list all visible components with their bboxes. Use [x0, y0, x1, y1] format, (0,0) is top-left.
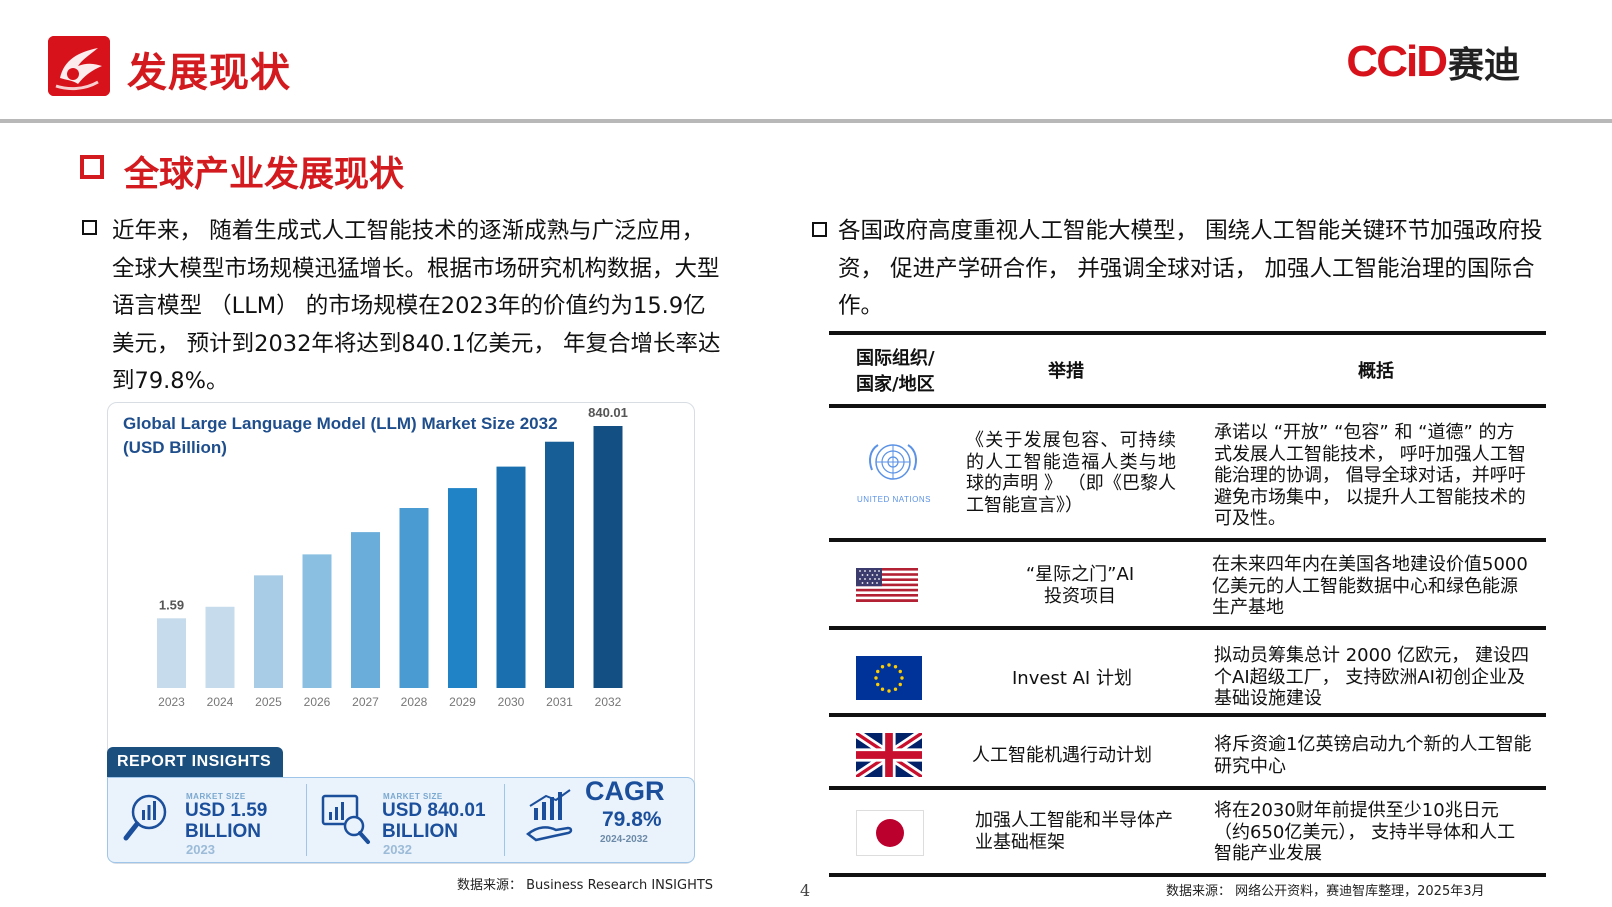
brand-chinese: 赛迪 — [1447, 45, 1520, 86]
insights-divider — [306, 784, 307, 856]
market-size-2032-line1: USD 840.01 — [382, 800, 486, 821]
bar-2032 — [593, 426, 623, 688]
table-cell-measure: 《关于发展包容、可持续的人工智能造福人类与地球的声明 》 （即《巴黎人工智能宣言… — [966, 430, 1176, 516]
table-cell-summary: 在未来四年内在美国各地建设价值5000亿美元的人工智能数据中心和绿色能源生产基地 — [1212, 554, 1528, 618]
us-flag-icon — [856, 568, 918, 602]
table-cell-summary: 拟动员筹集总计 2000 亿欧元， 建设四个AI超级工厂， 支持欧洲AI初创企业… — [1214, 645, 1529, 709]
bar-2023 — [157, 618, 186, 688]
table-cell-measure: 加强人工智能和半导体产业基础框架 — [975, 810, 1173, 853]
table-header-rule — [829, 404, 1546, 408]
x-tick-label: 2024 — [207, 695, 234, 709]
cagr-years: 2024-2032 — [600, 834, 648, 845]
x-tick-label: 2030 — [498, 695, 525, 709]
x-tick-label: 2029 — [449, 695, 476, 709]
x-tick-label: 2028 — [401, 695, 428, 709]
bar-2030 — [496, 466, 526, 688]
x-tick-label: 2031 — [546, 695, 573, 709]
table-row-rule — [829, 713, 1546, 717]
bullet-square-icon — [82, 220, 97, 235]
table-cell-measure: “星际之门”AI 投资项目 — [1025, 564, 1135, 607]
chart-source-note: 数据来源： Business Research INSIGHTS — [457, 878, 714, 893]
market-size-2032-value: USD 840.01 BILLION — [382, 779, 486, 842]
x-tick-label: 2032 — [595, 695, 622, 709]
table-row-rule — [829, 786, 1546, 790]
table-row-rule — [829, 626, 1546, 630]
monitor-analytics-icon — [321, 794, 370, 844]
page-number: 4 — [800, 881, 811, 900]
market-size-2032-year: 2032 — [383, 842, 412, 857]
market-size-label: MARKET SIZE — [186, 792, 246, 801]
section-square-icon — [80, 155, 104, 179]
un-caption: UNITED NATIONS — [857, 495, 931, 504]
cagr-label: CAGR — [585, 776, 665, 806]
un-emblem-icon — [869, 444, 917, 480]
table-cell-summary: 将斥资逾1亿英镑启动九个新的人工智能研究中心 — [1214, 734, 1532, 777]
insights-divider — [504, 784, 505, 856]
table-cell-summary: 承诺以 “开放” “包容” 和 “道德” 的方式发展人工智能技术， 呼吁加强人工… — [1214, 422, 1526, 529]
table-bottom-rule — [829, 873, 1546, 877]
japan-flag-icon — [856, 810, 924, 856]
table-cell-measure: Invest AI 计划 — [1012, 668, 1132, 689]
bar-2026 — [302, 554, 332, 688]
market-size-2023-line2: BILLION — [185, 821, 261, 842]
chart-title: Global Large Language Model (LLM) Market… — [123, 414, 558, 457]
market-size-2032-line2: BILLION — [382, 821, 458, 842]
page-header-title: 发展现状 — [127, 50, 291, 96]
report-insights-tag: REPORT INSIGHTS — [107, 747, 283, 777]
table-header-measure: 举措 — [1048, 361, 1084, 382]
logo — [48, 36, 110, 96]
bar-2031 — [545, 441, 574, 688]
table-source-note: 数据来源： 网络公开资料，赛迪智库整理，2025年3月 — [1166, 884, 1485, 899]
x-tick-label: 2027 — [352, 695, 379, 709]
table-cell-summary: 将在2030财年前提供至少10兆日元（约650亿美元）， 支持半导体和人工智能产… — [1214, 800, 1516, 864]
report-insights-panel: MARKET SIZE USD 1.59 BILLION 2023 MARKET… — [107, 776, 695, 863]
right-bullet-text: 各国政府高度重视人工智能大模型， 围绕人工智能关键环节加强政府投资， 促进产学研… — [838, 218, 1543, 319]
data-label: 1.59 — [159, 597, 184, 612]
bar-2029 — [448, 488, 477, 688]
x-tick-label: 2023 — [158, 695, 185, 709]
table-top-rule — [829, 331, 1546, 335]
data-label: 840.01 — [588, 405, 628, 420]
market-size-2023-value: USD 1.59 BILLION — [185, 779, 267, 842]
bar-2025 — [254, 575, 283, 688]
market-chart-icon — [123, 794, 167, 841]
table-cell-measure: 人工智能机遇行动计划 — [972, 745, 1152, 766]
eu-flag-icon — [856, 656, 922, 700]
bar-chart: 2023 1.59 2024 2025 2026 2027 2028 2029 2030 2031… — [157, 405, 628, 709]
cagr-value: 79.8% — [602, 808, 662, 831]
brand-latin: CCiD — [1346, 37, 1448, 86]
bullet-square-icon — [812, 222, 827, 237]
bar-2028 — [399, 508, 429, 688]
header-divider — [0, 119, 1612, 123]
uk-flag-icon — [856, 733, 922, 777]
phoenix-logo-icon — [48, 36, 110, 96]
market-size-2023-year: 2023 — [186, 842, 215, 857]
market-size-2023-line1: USD 1.59 — [185, 800, 268, 821]
table-header-summary: 概括 — [1358, 361, 1394, 382]
growth-hand-icon — [526, 789, 573, 842]
table-row-rule — [829, 538, 1546, 542]
table-header-region: 国际组织/ 国家/地区 — [856, 348, 935, 395]
section-title: 全球产业发展现状 — [124, 155, 405, 195]
market-size-label: MARKET SIZE — [383, 792, 443, 801]
bar-2024 — [205, 606, 235, 688]
left-bullet-text: 近年来， 随着生成式人工智能技术的逐渐成熟与广泛应用，全球大模型市场规模迅猛增长… — [112, 218, 721, 394]
bar-2027 — [351, 532, 380, 688]
x-tick-label: 2025 — [255, 695, 282, 709]
x-tick-label: 2026 — [304, 695, 331, 709]
ccid-brand-logo: CCiD 赛迪 — [1346, 37, 1520, 86]
